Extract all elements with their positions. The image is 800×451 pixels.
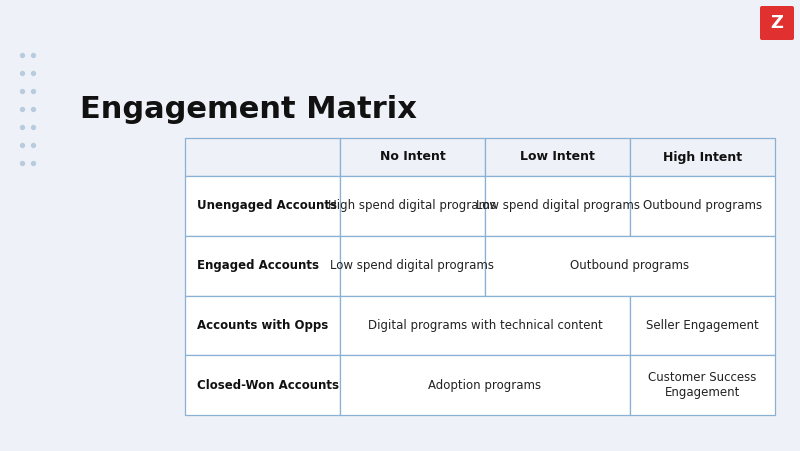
Text: Engagement Matrix: Engagement Matrix	[80, 95, 417, 124]
Text: Customer Success
Engagement: Customer Success Engagement	[648, 371, 757, 399]
Bar	[185, 355, 340, 415]
Bar	[630, 355, 775, 415]
Bar	[485, 176, 630, 236]
Text: Low spend digital programs: Low spend digital programs	[475, 199, 639, 212]
Bar	[185, 295, 340, 355]
Bar	[485, 138, 630, 176]
Text: Engaged Accounts: Engaged Accounts	[197, 259, 319, 272]
Text: Low Intent: Low Intent	[520, 151, 595, 164]
Text: Adoption programs: Adoption programs	[429, 379, 542, 391]
Bar	[185, 236, 340, 295]
Bar	[630, 176, 775, 236]
Text: Closed-Won Accounts: Closed-Won Accounts	[197, 379, 339, 391]
Text: No Intent: No Intent	[380, 151, 446, 164]
Text: High spend digital programs: High spend digital programs	[329, 199, 497, 212]
Text: High Intent: High Intent	[663, 151, 742, 164]
FancyBboxPatch shape	[760, 6, 794, 40]
Bar	[340, 138, 485, 176]
Bar	[340, 236, 485, 295]
Text: Outbound programs: Outbound programs	[643, 199, 762, 212]
Bar	[485, 236, 775, 295]
Text: Digital programs with technical content: Digital programs with technical content	[368, 319, 602, 332]
Text: Outbound programs: Outbound programs	[570, 259, 690, 272]
Bar	[185, 138, 340, 176]
Bar	[340, 176, 485, 236]
Text: Accounts with Opps: Accounts with Opps	[197, 319, 328, 332]
Bar	[340, 355, 630, 415]
Text: Z: Z	[770, 14, 783, 32]
Text: Unengaged Accounts: Unengaged Accounts	[197, 199, 337, 212]
Text: Low spend digital programs: Low spend digital programs	[330, 259, 494, 272]
Bar	[630, 295, 775, 355]
Bar	[185, 176, 340, 236]
Bar	[630, 138, 775, 176]
Bar	[340, 295, 630, 355]
Text: Seller Engagement: Seller Engagement	[646, 319, 759, 332]
